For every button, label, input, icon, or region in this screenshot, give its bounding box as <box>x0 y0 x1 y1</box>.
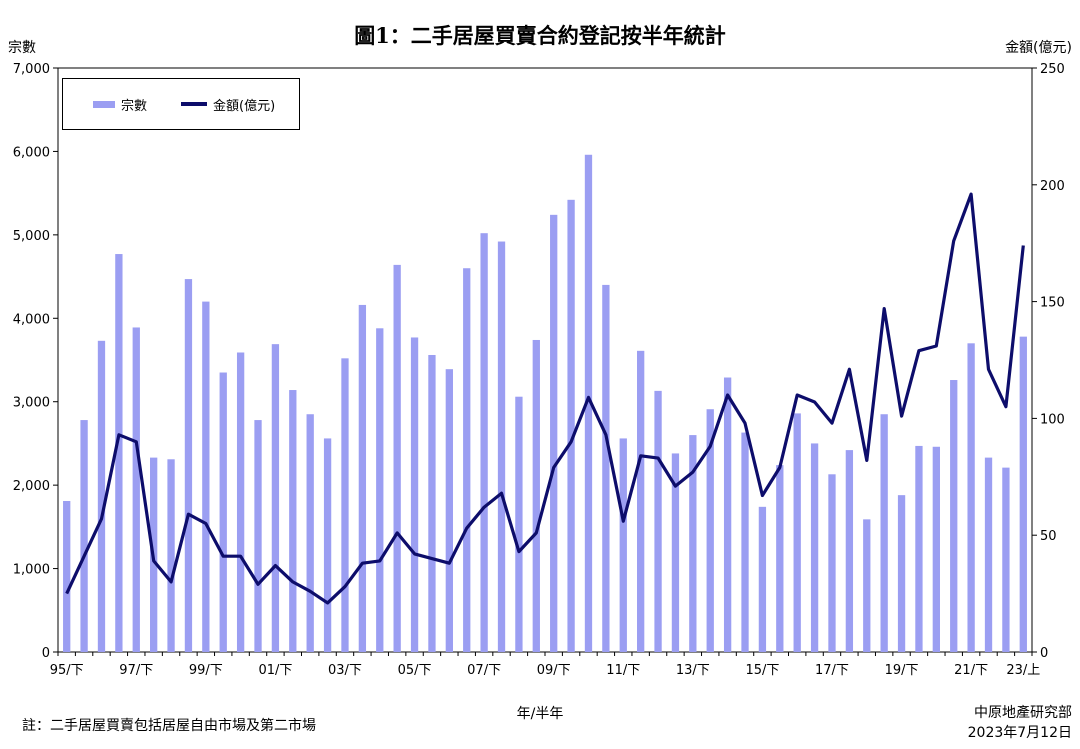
x-tick-label: 01/下 <box>258 663 292 678</box>
x-tick-label: 05/下 <box>398 663 432 678</box>
chart-legend: 宗數 金額(億元) <box>62 78 300 130</box>
source-date: 2023年7月12日 <box>967 725 1072 741</box>
bar-01/上 <box>254 420 262 652</box>
bar-17/上 <box>810 443 819 652</box>
line-series-amount <box>65 192 1025 605</box>
y-right-tick-label: 150 <box>1040 296 1065 311</box>
legend-swatch-line <box>181 102 207 106</box>
bar-03/上 <box>323 438 332 652</box>
legend-label-bar-series: 宗數 <box>121 99 148 114</box>
y-right-tick-label: 200 <box>1040 179 1065 194</box>
x-tick-label: 17/下 <box>815 663 849 678</box>
y-left-tick-label: 7,000 <box>13 62 50 77</box>
x-tick-label: 97/下 <box>119 663 153 678</box>
bar-06/上 <box>428 354 436 652</box>
y-right-tick-label: 100 <box>1040 412 1065 427</box>
x-tick-label: 13/下 <box>676 663 710 678</box>
bar-17/下 <box>828 474 836 652</box>
bar-98/下 <box>167 459 175 652</box>
bar-99/下 <box>202 301 210 652</box>
bar-07/上 <box>463 268 471 652</box>
bar-14/下 <box>723 377 732 652</box>
x-tick-label: 11/下 <box>606 663 640 678</box>
x-tick-label: 07/下 <box>467 663 501 678</box>
y-left-tick-label: 1,000 <box>13 563 50 578</box>
bar-22/上 <box>984 457 993 652</box>
bar-12/上 <box>637 350 645 652</box>
bar-20/上 <box>915 445 923 652</box>
y-left-tick-label: 3,000 <box>13 396 50 411</box>
bar-18/上 <box>845 450 854 652</box>
y-left-tick-label: 2,000 <box>13 479 50 494</box>
y-right-tick-label: 0 <box>1040 646 1048 661</box>
bar-13/下 <box>689 435 697 652</box>
bar-12/下 <box>654 390 662 652</box>
x-tick-label: 21/下 <box>954 663 988 678</box>
y-left-tick-label: 6,000 <box>13 145 50 160</box>
x-tick-label: 19/下 <box>885 663 919 678</box>
x-tick-label: 15/下 <box>745 663 779 678</box>
bar-08/上 <box>497 241 506 652</box>
bar-23/上 <box>1019 336 1027 652</box>
bar-05/上 <box>393 264 401 652</box>
bar-14/上 <box>706 409 714 652</box>
bar-09/上 <box>532 339 540 652</box>
x-axis-title: 年/半年 <box>516 706 564 722</box>
legend-swatch-bar <box>93 101 115 108</box>
bar-99/上 <box>184 279 193 652</box>
bar-96/下 <box>97 340 106 652</box>
bar-22/下 <box>1002 467 1010 652</box>
bar-97/下 <box>132 327 140 652</box>
y-left-axis-unit: 宗數 <box>8 40 36 56</box>
bar-19/下 <box>897 495 906 652</box>
bar-04/下 <box>376 328 384 652</box>
bar-01/下 <box>271 344 280 652</box>
bar-08/下 <box>515 396 523 652</box>
bar-21/上 <box>950 380 958 652</box>
bar-11/上 <box>602 284 610 652</box>
bar-15/下 <box>758 506 767 652</box>
x-tick-label: 03/下 <box>328 663 362 678</box>
chart-title: 圖1：二手居屋買賣合約登記按半年統計 <box>354 23 726 48</box>
bar-16/上 <box>776 465 784 652</box>
bar-03/下 <box>341 358 349 652</box>
footnote: 註：二手居屋買賣包括居屋自由市場及第二市場 <box>22 718 316 734</box>
bar-16/下 <box>793 413 801 652</box>
bar-13/上 <box>671 453 680 652</box>
bar-07/下 <box>480 233 488 652</box>
y-left-tick-label: 0 <box>42 646 50 661</box>
bar-19/上 <box>880 414 888 652</box>
bar-00/上 <box>219 372 227 652</box>
bar-09/下 <box>550 214 558 652</box>
y-right-tick-label: 250 <box>1040 62 1065 77</box>
y-right-tick-label: 50 <box>1040 529 1057 544</box>
bar-20/下 <box>932 446 940 652</box>
bar-97/上 <box>115 254 123 652</box>
bar-96/上 <box>80 420 88 652</box>
bar-00/下 <box>236 352 245 652</box>
bar-18/下 <box>863 519 871 652</box>
x-tick-label: 23/上 <box>1006 663 1040 678</box>
bar-02/下 <box>306 414 314 652</box>
bar-11/下 <box>619 438 627 652</box>
x-tick-label: 09/下 <box>537 663 571 678</box>
bar-21/下 <box>967 343 975 652</box>
y-left-tick-label: 4,000 <box>13 312 50 327</box>
bar-15/上 <box>741 432 749 652</box>
y-left-tick-label: 5,000 <box>13 229 50 244</box>
bar-10/下 <box>584 154 593 652</box>
source-name: 中原地產研究部 <box>974 705 1072 721</box>
x-tick-label: 95/下 <box>50 663 84 678</box>
bar-04/上 <box>358 304 367 652</box>
bar-05/下 <box>410 337 419 652</box>
bar-06/下 <box>445 369 453 652</box>
bar-02/上 <box>289 390 297 652</box>
bar-95/下 <box>63 500 71 652</box>
y-right-axis-unit: 金額(億元) <box>1005 40 1072 56</box>
x-tick-label: 99/下 <box>189 663 223 678</box>
legend-label-line-series: 金額(億元) <box>213 99 276 114</box>
bar-10/上 <box>567 199 575 652</box>
